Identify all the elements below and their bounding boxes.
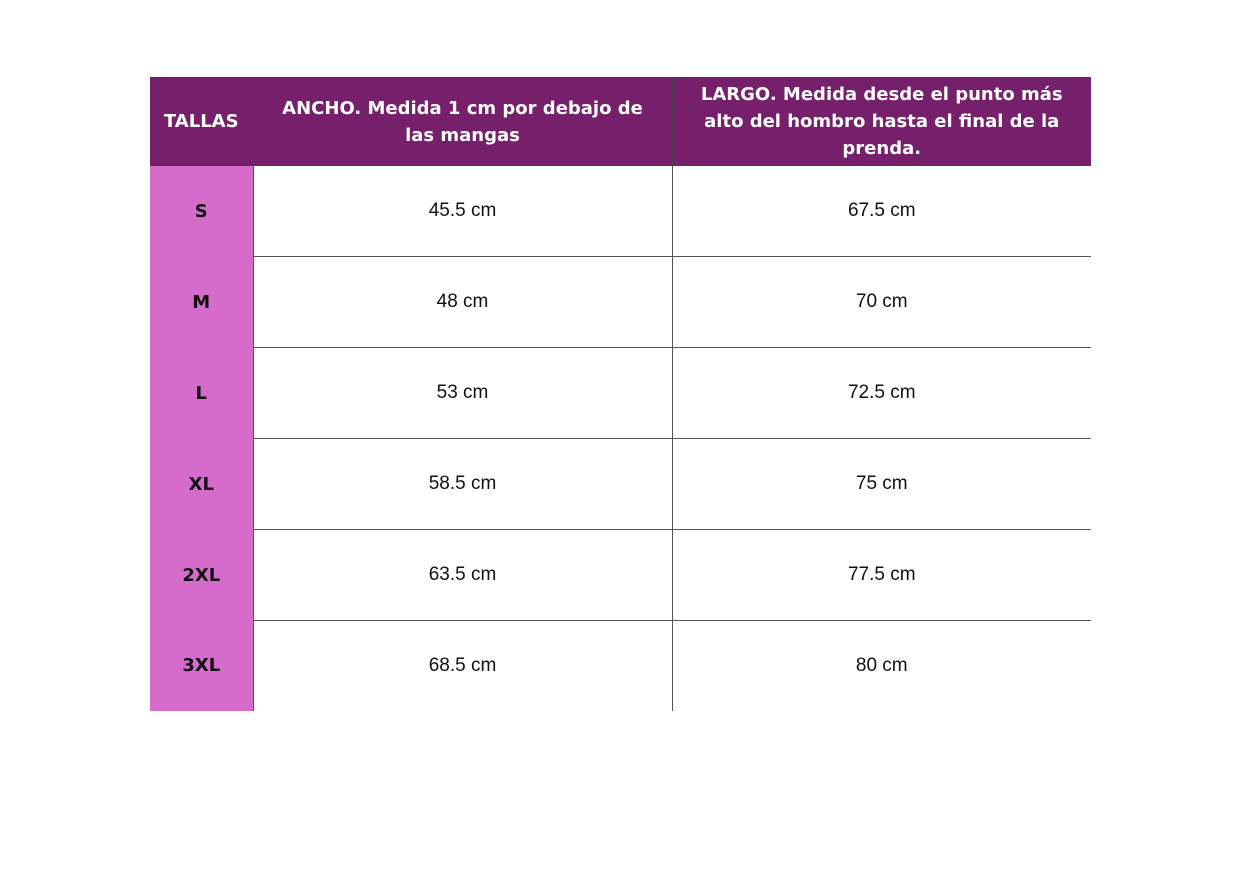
ancho-cell: 45.5 cm	[252, 166, 672, 257]
header-row: TALLAS ANCHO. Medida 1 cm por debajo de …	[150, 77, 1091, 166]
table-row: S 45.5 cm 67.5 cm	[150, 166, 1091, 257]
largo-cell: 72.5 cm	[671, 347, 1091, 439]
largo-cell: 70 cm	[671, 256, 1091, 348]
ancho-cell: 53 cm	[252, 347, 672, 439]
table-row: XL 58.5 cm 75 cm	[150, 438, 1091, 530]
largo-cell: 80 cm	[671, 620, 1091, 711]
ancho-cell: 68.5 cm	[252, 620, 672, 711]
ancho-cell: 58.5 cm	[252, 438, 672, 530]
size-cell: S	[150, 166, 253, 257]
header-ancho: ANCHO. Medida 1 cm por debajo de las man…	[252, 77, 672, 166]
size-cell: M	[150, 256, 253, 348]
table-row: L 53 cm 72.5 cm	[150, 347, 1091, 439]
header-tallas: TALLAS	[150, 77, 253, 166]
size-cell: 3XL	[150, 620, 253, 711]
ancho-cell: 48 cm	[252, 256, 672, 348]
header-largo: LARGO. Medida desde el punto más alto de…	[671, 77, 1091, 166]
table-row: 3XL 68.5 cm 80 cm	[150, 620, 1091, 711]
largo-cell: 75 cm	[671, 438, 1091, 530]
size-chart-table: TALLAS ANCHO. Medida 1 cm por debajo de …	[150, 77, 1091, 711]
table-row: M 48 cm 70 cm	[150, 256, 1091, 348]
ancho-cell: 63.5 cm	[252, 529, 672, 621]
largo-cell: 67.5 cm	[671, 166, 1091, 257]
largo-cell: 77.5 cm	[671, 529, 1091, 621]
table-row: 2XL 63.5 cm 77.5 cm	[150, 529, 1091, 621]
size-cell: XL	[150, 438, 253, 530]
size-cell: L	[150, 347, 253, 439]
size-cell: 2XL	[150, 529, 253, 621]
